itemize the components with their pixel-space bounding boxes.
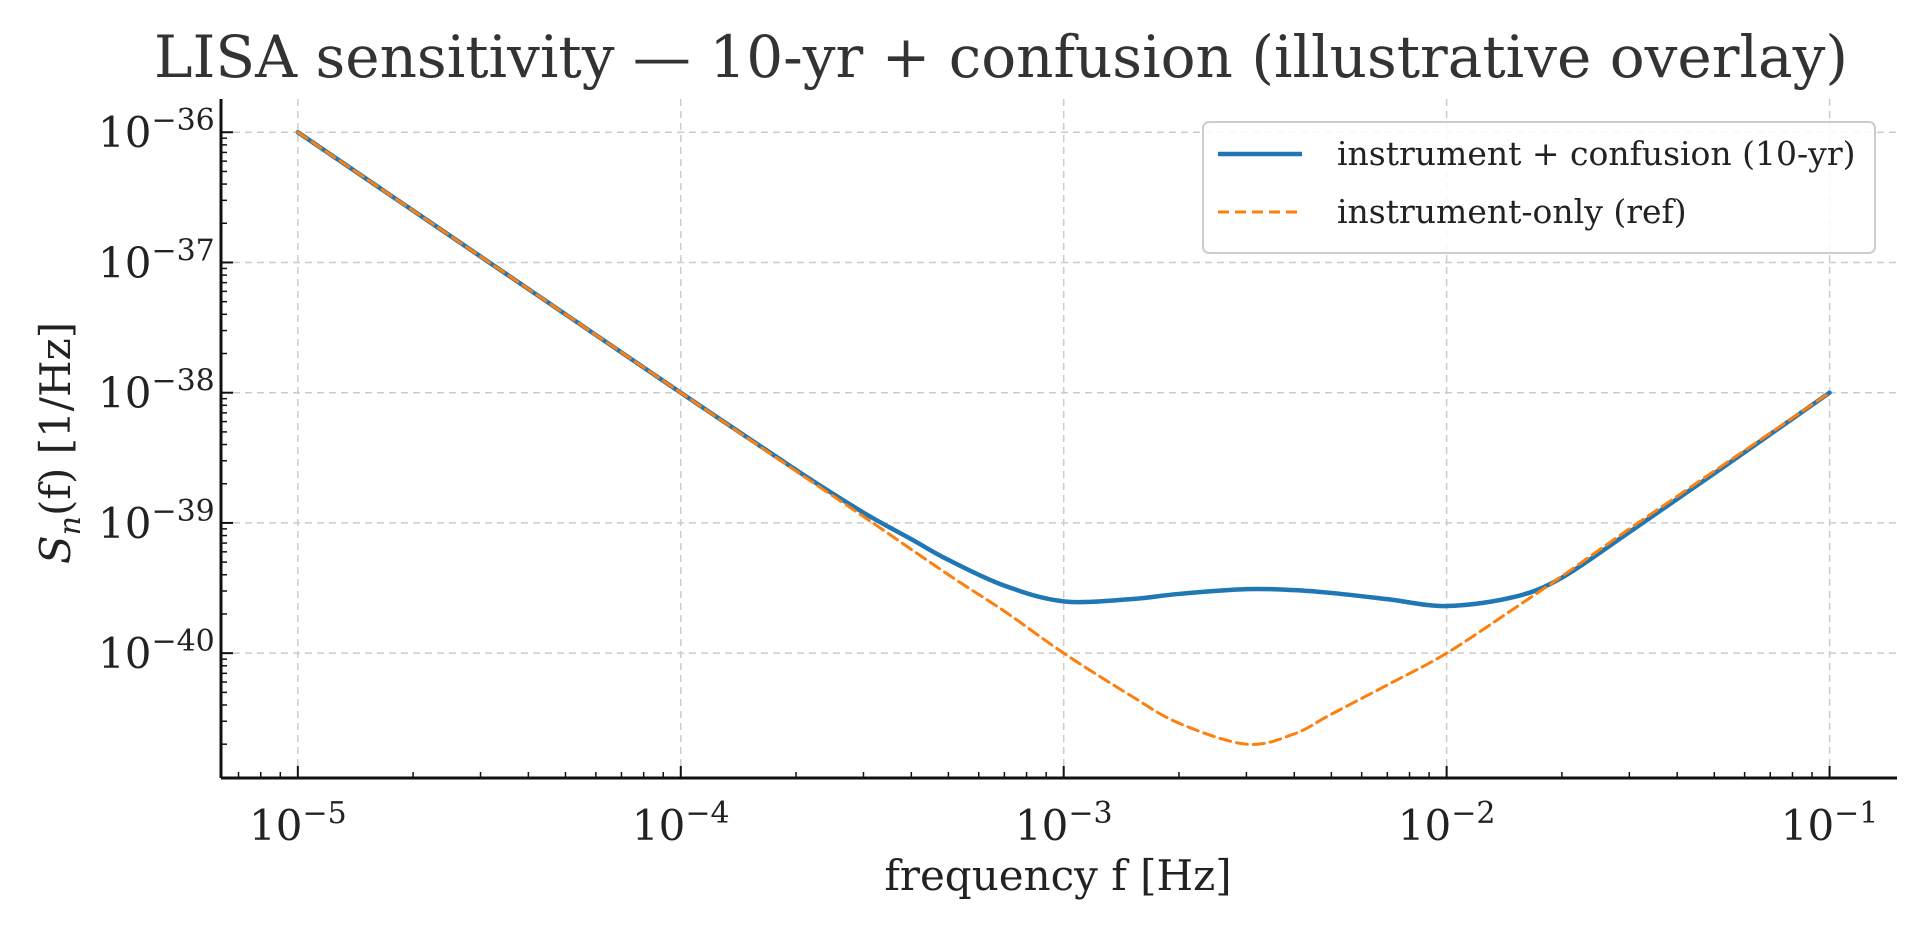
y-axis-label-suffix: (f) [1/Hz] bbox=[31, 322, 80, 516]
x-axis-label: frequency f [Hz] bbox=[884, 851, 1231, 900]
x-axis-ticks: 10−5 10−4 10−3 10−2 10−1 bbox=[237, 766, 1879, 850]
y-axis-label-subscript: n bbox=[53, 516, 88, 535]
y-axis-ticks: 10−36 10−37 10−38 10−39 10−40 bbox=[98, 103, 233, 745]
y-axis-label-symbol: S bbox=[31, 535, 80, 564]
x-tick-label: 10−1 bbox=[1781, 796, 1879, 850]
plot-series bbox=[295, 129, 1832, 746]
x-tick-label: 10−4 bbox=[632, 796, 730, 850]
y-tick-label: 10−40 bbox=[98, 624, 215, 678]
y-tick-label: 10−39 bbox=[98, 494, 215, 548]
legend: instrument + confusion (10-yr) instrumen… bbox=[1202, 121, 1876, 254]
y-axis-label: Sn(f) [1/Hz] bbox=[31, 322, 88, 564]
x-tick-label: 10−5 bbox=[249, 796, 347, 850]
legend-label-instrument-confusion: instrument + confusion (10-yr) bbox=[1337, 134, 1855, 173]
x-tick-label: 10−3 bbox=[1015, 796, 1113, 850]
legend-label-instrument-only: instrument-only (ref) bbox=[1337, 192, 1687, 231]
x-tick-label: 10−2 bbox=[1398, 796, 1496, 850]
y-tick-label: 10−38 bbox=[98, 364, 215, 418]
y-tick-label: 10−37 bbox=[98, 233, 215, 287]
y-tick-label: 10−36 bbox=[98, 103, 215, 157]
chart-title: LISA sensitivity — 10-yr + confusion (il… bbox=[154, 23, 1848, 91]
legend-box bbox=[1202, 121, 1876, 254]
axes bbox=[219, 99, 1897, 780]
series-line-instrument-only bbox=[296, 130, 1832, 746]
